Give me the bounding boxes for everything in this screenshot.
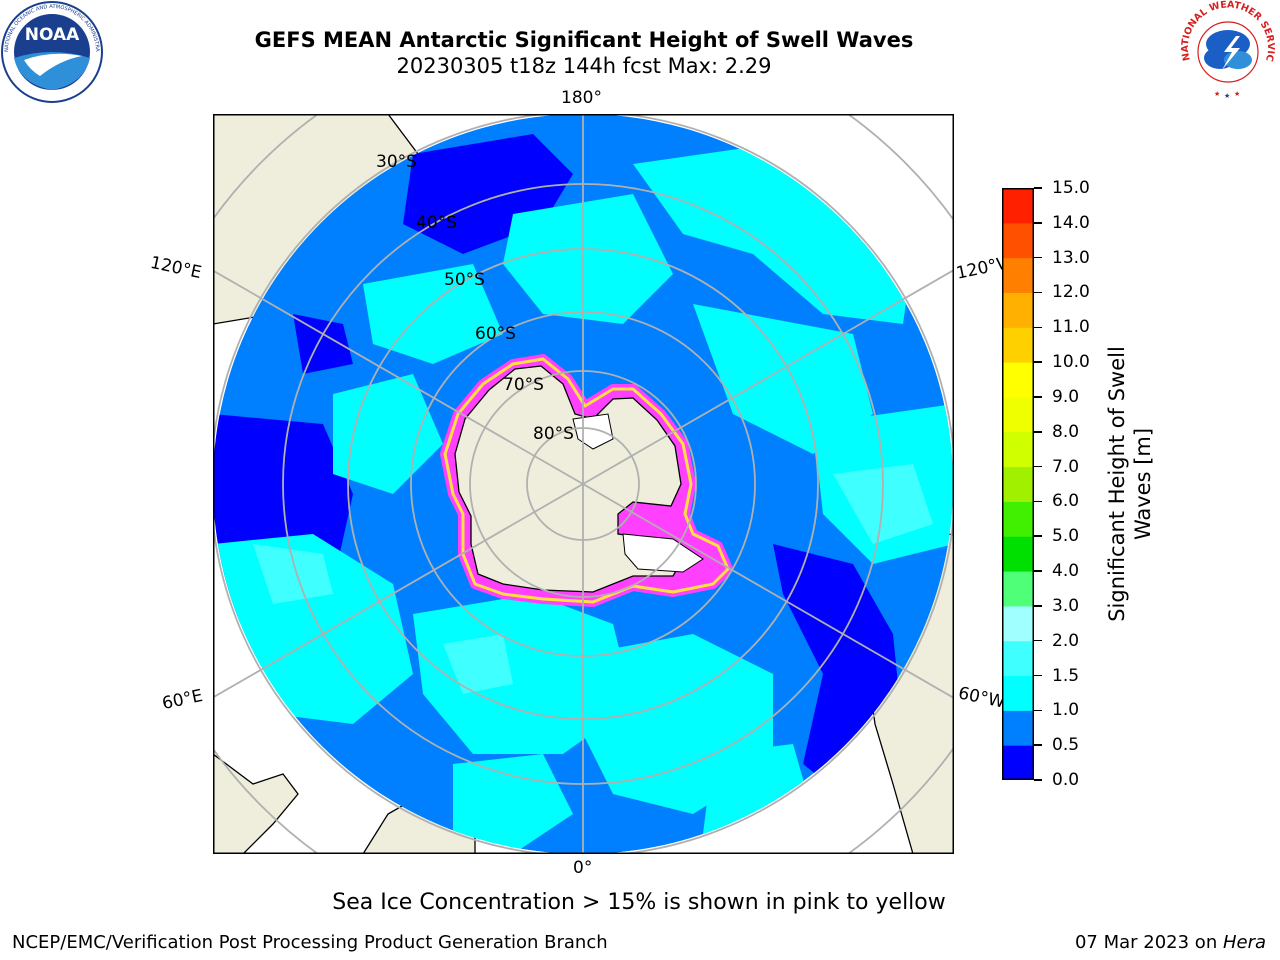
colorbar-tick-mark — [1034, 779, 1042, 781]
colorbar-tick-label: 12.0 — [1052, 282, 1090, 303]
lon-label-180: 180° — [561, 88, 602, 108]
lon-label-120e: 120°E — [148, 252, 204, 284]
colorbar-segment — [1002, 675, 1034, 711]
colorbar-tick-label: 15.0 — [1052, 178, 1090, 198]
colorbar-segment — [1002, 710, 1034, 746]
noaa-logo: NOAA NATIONAL OCEANIC AND ATMOSPHERIC AD… — [0, 0, 104, 104]
colorbar-segment — [1002, 466, 1034, 502]
colorbar-tick-label: 13.0 — [1052, 247, 1090, 268]
colorbar-tick-mark — [1034, 674, 1042, 677]
colorbar-tick-mark — [1034, 535, 1042, 537]
polar-map — [213, 114, 954, 854]
colorbar-label: Significant Height of Swell Waves [m] — [1105, 346, 1155, 622]
colorbar-segment — [1002, 188, 1034, 224]
colorbar-tick-mark — [1034, 256, 1042, 259]
colorbar-tick-mark — [1034, 396, 1042, 398]
colorbar-segment — [1002, 605, 1034, 642]
svg-text:★: ★ — [1214, 90, 1220, 98]
sea-ice-note: Sea Ice Concentration > 15% is shown in … — [332, 890, 946, 915]
colorbar-tick-label: 0.5 — [1052, 735, 1080, 756]
colorbar-tick-label: 6.0 — [1052, 491, 1080, 512]
colorbar-segment — [1002, 431, 1034, 468]
colorbar-segment — [1002, 501, 1034, 537]
land-africa — [213, 753, 299, 854]
lon-label-0: 0° — [573, 858, 593, 878]
colorbar-segment — [1002, 257, 1034, 293]
svg-text:★: ★ — [1224, 92, 1230, 100]
colorbar-segment — [1002, 222, 1034, 259]
colorbar-tick-mark — [1034, 431, 1042, 433]
lat-label-50s: 50°S — [444, 270, 485, 290]
colorbar-tick-label: 5.0 — [1052, 526, 1080, 547]
colorbar-tick-label: 2.0 — [1052, 630, 1080, 651]
noaa-logo-text: NOAA — [25, 25, 80, 45]
chart-subtitle-line: 20230305 t18z 144h fcst Max: 2.29 — [396, 54, 772, 78]
footer-host: Hera — [1222, 932, 1266, 953]
lat-label-70s: 70°S — [503, 375, 544, 395]
colorbar-segment — [1002, 536, 1034, 572]
colorbar-tick-label: 10.0 — [1052, 352, 1090, 373]
colorbar-segment — [1002, 327, 1034, 363]
colorbar-tick-label: 14.0 — [1052, 212, 1090, 233]
colorbar-tick-mark — [1034, 605, 1042, 607]
colorbar-tick-mark — [1034, 291, 1042, 294]
colorbar-tick-mark — [1034, 361, 1042, 363]
ice-shelf-weddell — [622, 533, 704, 573]
colorbar-segment — [1002, 640, 1034, 677]
lat-label-80s: 80°S — [533, 424, 574, 444]
footer-date: 07 Mar 2023 on Hera — [1074, 932, 1266, 953]
colorbar-tick-label: 0.0 — [1052, 770, 1080, 790]
colorbar-tick-label: 3.0 — [1052, 595, 1080, 616]
colorbar-tick-mark — [1034, 500, 1042, 503]
footer-branch: NCEP/EMC/Verification Post Processing Pr… — [12, 932, 608, 953]
colorbar-tick-mark — [1034, 709, 1042, 712]
colorbar-tick-label: 11.0 — [1052, 317, 1090, 338]
colorbar-tick-mark — [1034, 570, 1042, 572]
lon-label-60w: 60°W — [956, 683, 1007, 713]
colorbar-tick-label: 4.0 — [1052, 561, 1080, 582]
colorbar-segment — [1002, 362, 1034, 398]
nws-logo: NATIONAL WEATHER SERVICE ★ ★ ★ — [1173, 0, 1280, 104]
svg-text:★: ★ — [1234, 90, 1240, 98]
colorbar-tick-mark — [1034, 222, 1042, 224]
colorbar-tick-mark — [1034, 744, 1042, 746]
colorbar-segment — [1002, 292, 1034, 328]
lat-label-60s: 60°S — [475, 324, 516, 344]
colorbar — [1002, 188, 1034, 781]
colorbar-tick-label: 9.0 — [1052, 386, 1080, 407]
colorbar-segment — [1002, 745, 1034, 781]
chart-title: GEFS MEAN Antarctic Significant Height o… — [254, 28, 914, 52]
colorbar-tick-mark — [1034, 326, 1042, 329]
colorbar-segment — [1002, 571, 1034, 607]
colorbar-tick-mark — [1034, 465, 1042, 468]
graticule — [213, 114, 954, 854]
lat-label-30s: 30°S — [376, 152, 417, 172]
lat-label-40s: 40°S — [416, 213, 457, 233]
colorbar-tick-label: 1.5 — [1052, 665, 1080, 686]
colorbar-tick-mark — [1034, 639, 1042, 642]
colorbar-tick-label: 8.0 — [1052, 421, 1080, 442]
lon-label-60e: 60°E — [160, 685, 205, 715]
colorbar-tick-label: 7.0 — [1052, 456, 1080, 477]
colorbar-segment — [1002, 396, 1034, 433]
colorbar-tick-mark — [1034, 187, 1042, 189]
colorbar-tick-label: 1.0 — [1052, 700, 1080, 721]
